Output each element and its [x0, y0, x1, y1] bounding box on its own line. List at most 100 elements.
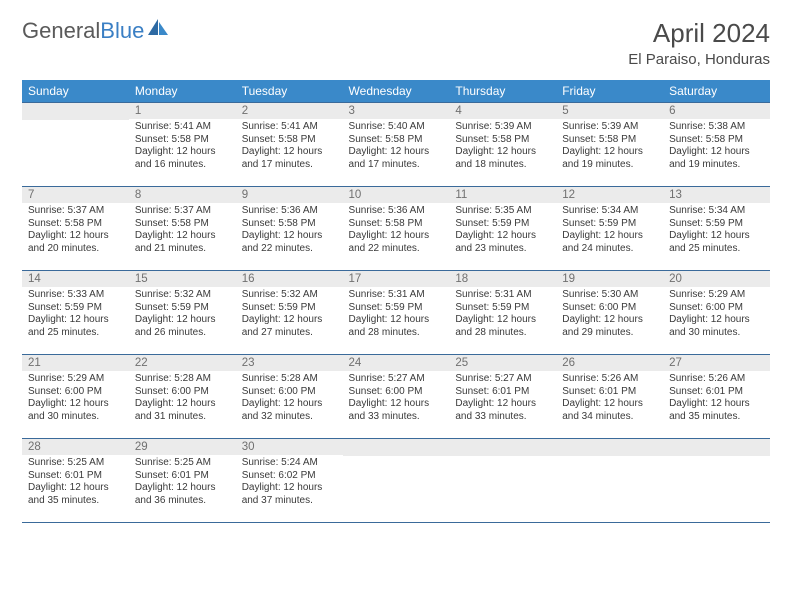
sunrise-text: Sunrise: 5:25 AM: [28, 457, 123, 470]
sunrise-text: Sunrise: 5:35 AM: [455, 205, 550, 218]
sunrise-text: Sunrise: 5:40 AM: [349, 121, 444, 134]
day-header: Saturday: [663, 80, 770, 103]
daylight-text: and 28 minutes.: [349, 327, 444, 340]
daylight-text: Daylight: 12 hours: [242, 314, 337, 327]
day-details: Sunrise: 5:26 AMSunset: 6:01 PMDaylight:…: [556, 371, 663, 427]
day-details: Sunrise: 5:31 AMSunset: 5:59 PMDaylight:…: [343, 287, 450, 343]
month-title: April 2024: [628, 18, 770, 49]
sunset-text: Sunset: 6:00 PM: [28, 386, 123, 399]
sunrise-text: Sunrise: 5:29 AM: [28, 373, 123, 386]
day-number: 20: [663, 271, 770, 287]
sunset-text: Sunset: 5:58 PM: [135, 218, 230, 231]
day-details: Sunrise: 5:25 AMSunset: 6:01 PMDaylight:…: [129, 455, 236, 511]
daylight-text: and 37 minutes.: [242, 495, 337, 508]
day-number: 7: [22, 187, 129, 203]
calendar-cell: 3Sunrise: 5:40 AMSunset: 5:58 PMDaylight…: [343, 103, 450, 187]
day-number: 17: [343, 271, 450, 287]
day-details: [663, 456, 770, 516]
daylight-text: and 30 minutes.: [28, 411, 123, 424]
daylight-text: Daylight: 12 hours: [28, 230, 123, 243]
day-number: 27: [663, 355, 770, 371]
sunset-text: Sunset: 5:58 PM: [349, 218, 444, 231]
day-details: Sunrise: 5:38 AMSunset: 5:58 PMDaylight:…: [663, 119, 770, 175]
sunset-text: Sunset: 6:00 PM: [135, 386, 230, 399]
day-number: 16: [236, 271, 343, 287]
day-number: 5: [556, 103, 663, 119]
day-details: Sunrise: 5:40 AMSunset: 5:58 PMDaylight:…: [343, 119, 450, 175]
daylight-text: Daylight: 12 hours: [669, 314, 764, 327]
calendar-cell: [556, 439, 663, 523]
day-details: Sunrise: 5:37 AMSunset: 5:58 PMDaylight:…: [22, 203, 129, 259]
sunrise-text: Sunrise: 5:27 AM: [455, 373, 550, 386]
logo: GeneralBlue: [22, 18, 170, 44]
daylight-text: and 17 minutes.: [242, 159, 337, 172]
sunset-text: Sunset: 5:59 PM: [242, 302, 337, 315]
sunrise-text: Sunrise: 5:26 AM: [562, 373, 657, 386]
day-number: 11: [449, 187, 556, 203]
daylight-text: and 23 minutes.: [455, 243, 550, 256]
day-details: Sunrise: 5:33 AMSunset: 5:59 PMDaylight:…: [22, 287, 129, 343]
sunrise-text: Sunrise: 5:38 AM: [669, 121, 764, 134]
sunset-text: Sunset: 6:00 PM: [669, 302, 764, 315]
day-header-row: SundayMondayTuesdayWednesdayThursdayFrid…: [22, 80, 770, 103]
calendar-cell: 5Sunrise: 5:39 AMSunset: 5:58 PMDaylight…: [556, 103, 663, 187]
day-details: Sunrise: 5:41 AMSunset: 5:58 PMDaylight:…: [129, 119, 236, 175]
day-details: Sunrise: 5:39 AMSunset: 5:58 PMDaylight:…: [449, 119, 556, 175]
daylight-text: and 30 minutes.: [669, 327, 764, 340]
calendar-cell: 14Sunrise: 5:33 AMSunset: 5:59 PMDayligh…: [22, 271, 129, 355]
day-details: Sunrise: 5:37 AMSunset: 5:58 PMDaylight:…: [129, 203, 236, 259]
sunrise-text: Sunrise: 5:41 AM: [242, 121, 337, 134]
day-number: 22: [129, 355, 236, 371]
sunset-text: Sunset: 5:59 PM: [669, 218, 764, 231]
sunset-text: Sunset: 6:00 PM: [562, 302, 657, 315]
logo-word2: Blue: [100, 18, 144, 43]
day-number: 4: [449, 103, 556, 119]
day-number: 30: [236, 439, 343, 455]
daylight-text: and 22 minutes.: [242, 243, 337, 256]
daylight-text: Daylight: 12 hours: [135, 482, 230, 495]
day-details: Sunrise: 5:36 AMSunset: 5:58 PMDaylight:…: [343, 203, 450, 259]
sunset-text: Sunset: 6:01 PM: [669, 386, 764, 399]
week-row: 21Sunrise: 5:29 AMSunset: 6:00 PMDayligh…: [22, 355, 770, 439]
daylight-text: Daylight: 12 hours: [669, 230, 764, 243]
sunrise-text: Sunrise: 5:26 AM: [669, 373, 764, 386]
day-header: Monday: [129, 80, 236, 103]
sunrise-text: Sunrise: 5:39 AM: [562, 121, 657, 134]
day-details: [449, 456, 556, 516]
calendar-cell: 29Sunrise: 5:25 AMSunset: 6:01 PMDayligh…: [129, 439, 236, 523]
daylight-text: and 31 minutes.: [135, 411, 230, 424]
week-row: 7Sunrise: 5:37 AMSunset: 5:58 PMDaylight…: [22, 187, 770, 271]
day-number: 26: [556, 355, 663, 371]
sunset-text: Sunset: 6:01 PM: [135, 470, 230, 483]
day-number: 1: [129, 103, 236, 119]
calendar-cell: 22Sunrise: 5:28 AMSunset: 6:00 PMDayligh…: [129, 355, 236, 439]
day-header: Wednesday: [343, 80, 450, 103]
day-details: Sunrise: 5:39 AMSunset: 5:58 PMDaylight:…: [556, 119, 663, 175]
day-number: 19: [556, 271, 663, 287]
daylight-text: Daylight: 12 hours: [562, 146, 657, 159]
day-number: 12: [556, 187, 663, 203]
daylight-text: Daylight: 12 hours: [28, 314, 123, 327]
calendar-cell: [449, 439, 556, 523]
sunrise-text: Sunrise: 5:29 AM: [669, 289, 764, 302]
logo-word1: General: [22, 18, 100, 43]
day-details: [556, 456, 663, 516]
daylight-text: Daylight: 12 hours: [349, 146, 444, 159]
sunrise-text: Sunrise: 5:36 AM: [242, 205, 337, 218]
sunrise-text: Sunrise: 5:33 AM: [28, 289, 123, 302]
daylight-text: and 18 minutes.: [455, 159, 550, 172]
daylight-text: Daylight: 12 hours: [135, 146, 230, 159]
sunrise-text: Sunrise: 5:24 AM: [242, 457, 337, 470]
day-number: [22, 103, 129, 120]
day-details: Sunrise: 5:35 AMSunset: 5:59 PMDaylight:…: [449, 203, 556, 259]
day-details: Sunrise: 5:28 AMSunset: 6:00 PMDaylight:…: [129, 371, 236, 427]
daylight-text: Daylight: 12 hours: [28, 398, 123, 411]
day-details: Sunrise: 5:32 AMSunset: 5:59 PMDaylight:…: [129, 287, 236, 343]
sunrise-text: Sunrise: 5:27 AM: [349, 373, 444, 386]
day-number: 18: [449, 271, 556, 287]
sunset-text: Sunset: 5:58 PM: [28, 218, 123, 231]
calendar-cell: 27Sunrise: 5:26 AMSunset: 6:01 PMDayligh…: [663, 355, 770, 439]
day-number: 6: [663, 103, 770, 119]
day-details: Sunrise: 5:27 AMSunset: 6:01 PMDaylight:…: [449, 371, 556, 427]
day-number: 2: [236, 103, 343, 119]
